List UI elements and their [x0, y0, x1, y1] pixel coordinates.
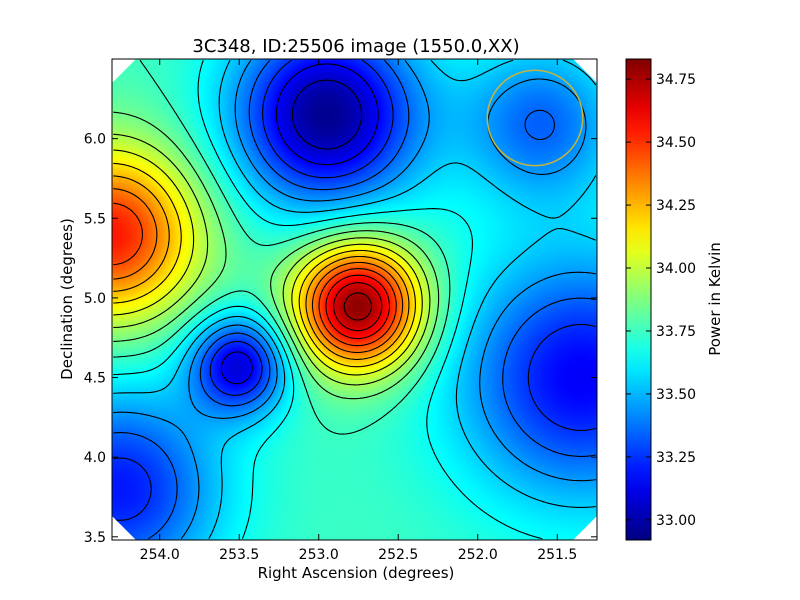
contour-line: [325, 274, 391, 340]
y-tick-label: 6.0: [84, 132, 106, 148]
colorbar-tick-label: 34.75: [656, 72, 696, 88]
y-tick-label: 5.5: [84, 211, 106, 227]
colorbar: 33.00 33.25 33.50 33.75 34.00 34.25 34.50 34.75: [625, 58, 696, 541]
colorbar-tick-label: 34.00: [656, 261, 696, 277]
contour-lines: [113, 59, 597, 540]
x-tick-label: 252.5: [378, 547, 418, 563]
contour-line: [113, 149, 423, 376]
contour-line: [113, 59, 596, 540]
contour-line: [333, 282, 383, 332]
contour-line: [113, 175, 410, 360]
colorbar-tick-label: 33.00: [656, 513, 696, 529]
colorbar-body: [625, 58, 652, 541]
contour-line: [113, 202, 397, 347]
plot-area: [111, 58, 598, 541]
marker-circle: [486, 69, 584, 167]
contour-line: [220, 63, 379, 385]
colorbar-tick-label: 34.25: [656, 198, 696, 214]
x-tick-label: 253.0: [299, 547, 339, 563]
y-axis-label: Declination (degrees): [58, 218, 76, 380]
heatmap-image: [112, 59, 597, 540]
chart-title: 3C348, ID:25506 image (1550.0,XX): [192, 36, 519, 57]
contour-line: [113, 60, 543, 540]
x-tick-label: 254.0: [140, 547, 180, 563]
colorbar-tick-label: 33.75: [656, 324, 696, 340]
contour-line: [113, 59, 451, 435]
y-axis: 3.5 4.0 4.5 5.0 5.5 6.0: [84, 132, 597, 546]
y-tick-label: 4.0: [84, 450, 106, 466]
contour-line: [113, 59, 596, 521]
x-axis-label: Right Ascension (degrees): [258, 564, 455, 582]
colorbar-tick-label: 33.25: [656, 450, 696, 466]
x-tick-label: 252.0: [458, 547, 498, 563]
contour-line: [343, 292, 372, 321]
x-tick-label: 253.5: [219, 547, 259, 563]
colorbar-tick-label: 33.50: [656, 387, 696, 403]
colorbar-tick-label: 34.50: [656, 135, 696, 151]
contour-line: [113, 59, 597, 539]
colorbar-label: Power in Kelvin: [706, 242, 724, 356]
plot-frame: [111, 58, 598, 541]
y-tick-label: 5.0: [84, 291, 106, 307]
x-tick-label: 251.5: [537, 547, 577, 563]
contour-line: [113, 162, 416, 368]
x-axis: 254.0 253.5 253.0 252.5 252.0 251.5: [140, 59, 577, 563]
contour-line: [113, 59, 596, 540]
contour-line: [113, 188, 404, 354]
y-tick-label: 3.5: [84, 530, 106, 546]
y-tick-label: 4.5: [84, 371, 106, 387]
contour-line: [113, 133, 431, 386]
contour-line: [291, 79, 363, 150]
contour-line: [113, 111, 440, 400]
